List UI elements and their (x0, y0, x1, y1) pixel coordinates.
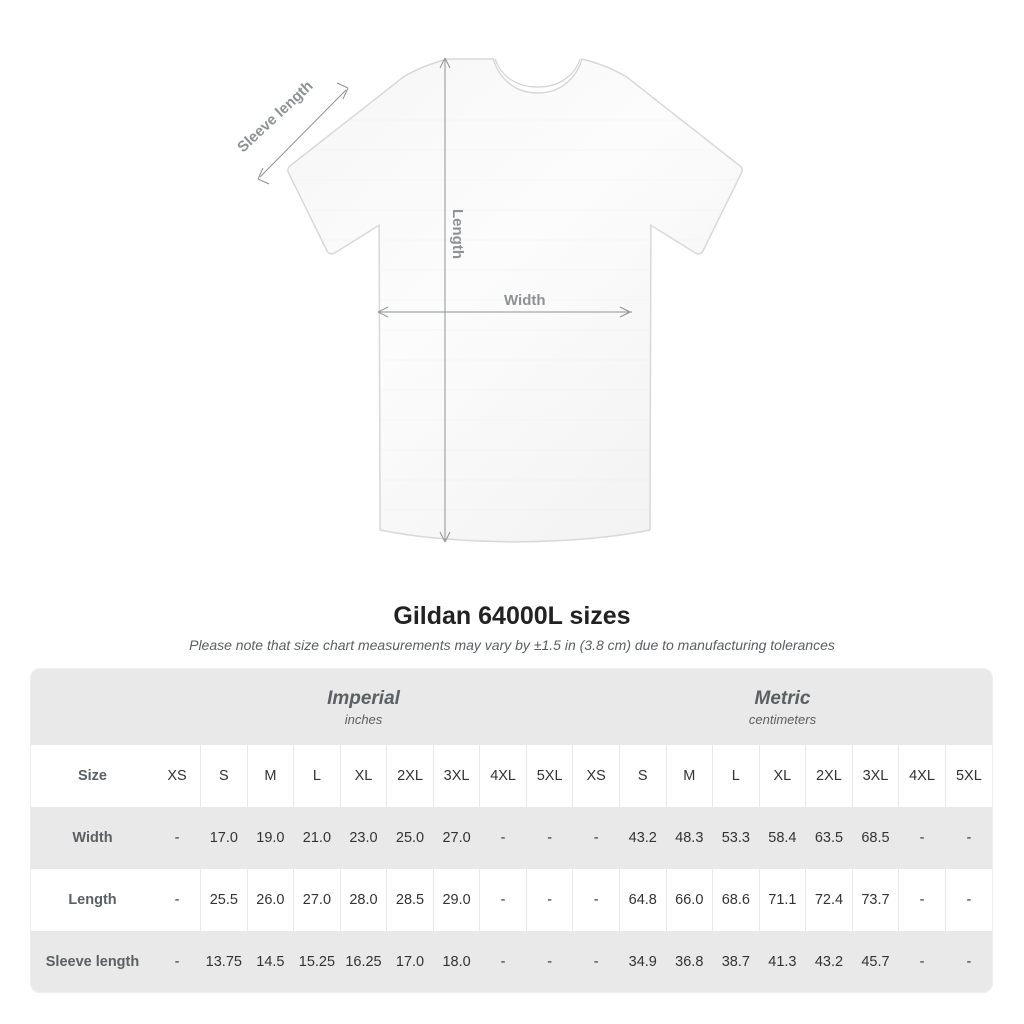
svg-text:Width: Width (504, 292, 546, 309)
svg-text:Sleeve length: Sleeve length (234, 78, 316, 156)
svg-text:Length: Length (449, 209, 466, 259)
